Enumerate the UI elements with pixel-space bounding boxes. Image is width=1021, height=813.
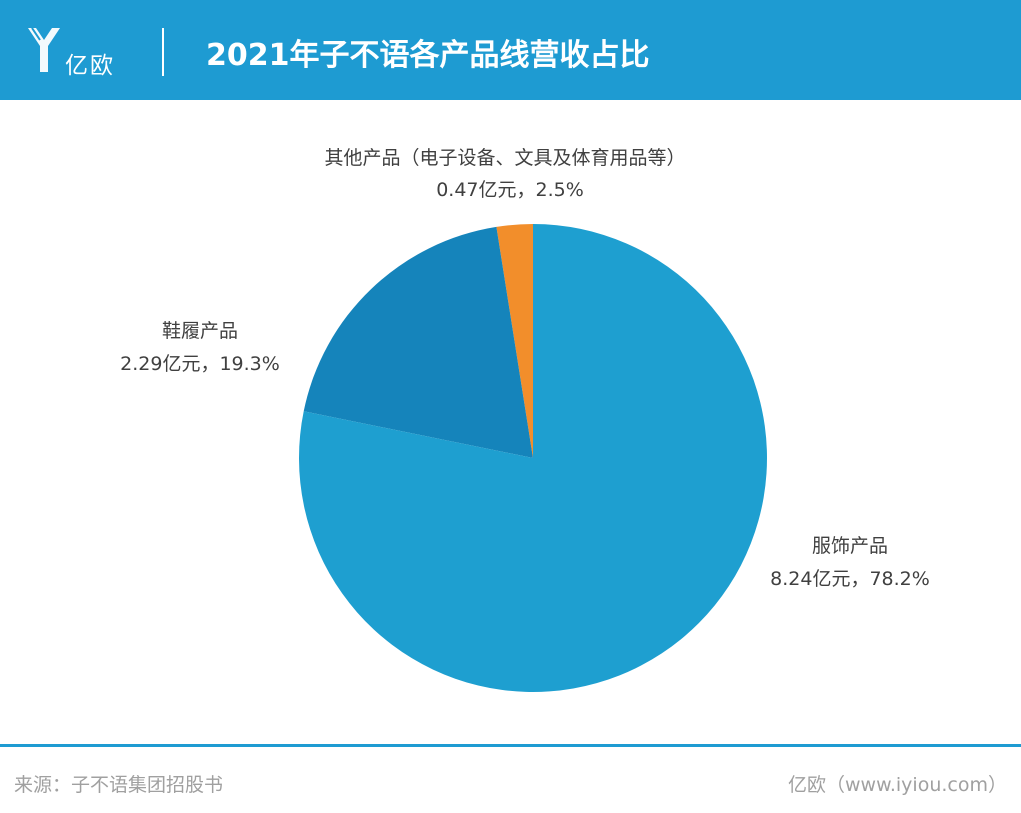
header-divider — [162, 28, 164, 76]
page-title: 2021年子不语各产品线营收占比 — [206, 38, 650, 73]
logo-text: 亿欧 — [65, 53, 115, 79]
credit-note: 亿欧（www.iyiou.com） — [787, 774, 1007, 796]
slice-clothing — [298, 224, 767, 692]
source-note: 来源：子不语集团招股书 — [14, 774, 224, 796]
yiou-logo-icon — [28, 27, 60, 72]
slice-value-clothing: 8.24亿元，78.2% — [770, 568, 930, 590]
pie-slices — [298, 224, 767, 692]
slice-label-other: 其他产品（电子设备、文具及体育用品等） — [324, 147, 685, 169]
slice-label-footwear: 鞋履产品 — [162, 320, 238, 342]
header-bar: 亿欧 2021年子不语各产品线营收占比 — [0, 0, 1021, 100]
slice-value-footwear: 2.29亿元，19.3% — [120, 353, 280, 375]
slice-footwear — [303, 226, 533, 458]
slice-label-clothing: 服饰产品 — [812, 535, 888, 557]
slice-value-other: 0.47亿元，2.5% — [436, 179, 584, 201]
pie-chart: 其他产品（电子设备、文具及体育用品等） 0.47亿元，2.5% 鞋履产品 2.2… — [120, 147, 930, 692]
footer-divider — [0, 744, 1021, 747]
slice-other — [496, 224, 533, 458]
